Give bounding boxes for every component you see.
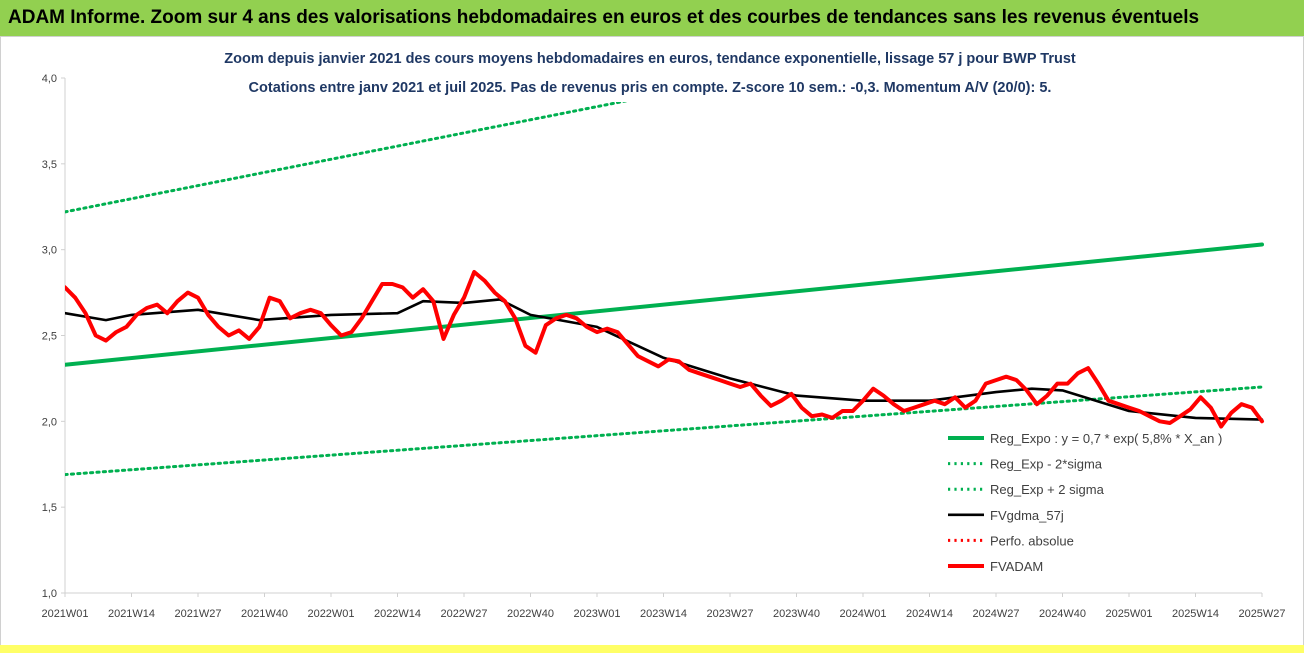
title-background xyxy=(215,44,1075,102)
series-line-3 xyxy=(65,298,1264,421)
x-tick-label: 2023W14 xyxy=(640,608,687,620)
chart-frame xyxy=(0,36,1304,653)
series-line-5 xyxy=(65,270,1264,429)
x-tick-label: 2021W01 xyxy=(41,608,88,620)
legend-label: FVgdma_57j xyxy=(990,508,1064,523)
legend: Reg_Expo : y = 0,7 * exp( 5,8% * X_an ) R… xyxy=(948,431,1222,574)
x-tick-label: 2021W40 xyxy=(241,608,288,620)
y-tick-label: 3,5 xyxy=(42,159,57,171)
page-title: ADAM Informe. Zoom sur 4 ans des valoris… xyxy=(0,0,1304,36)
legend-label: Reg_Expo : y = 0,7 * exp( 5,8% * X_an ) xyxy=(990,431,1222,446)
y-tick-label: 2,5 xyxy=(42,331,57,343)
x-tick-label: 2022W27 xyxy=(440,608,487,620)
x-tick-label: 2022W40 xyxy=(507,608,554,620)
x-tick-label: 2023W40 xyxy=(773,608,820,620)
x-tick-label: 2023W27 xyxy=(706,608,753,620)
y-tick-label: 1,0 xyxy=(42,588,57,600)
x-tick-label: 2024W14 xyxy=(906,608,953,620)
y-tick-label: 3,0 xyxy=(42,245,57,257)
x-tick-label: 2024W40 xyxy=(1039,608,1086,620)
legend-label: Reg_Exp - 2*sigma xyxy=(990,457,1103,472)
x-tick-label: 2024W27 xyxy=(972,608,1019,620)
legend-label: FVADAM xyxy=(990,559,1043,574)
series-lines xyxy=(65,64,1264,477)
series-line-1 xyxy=(65,385,1264,477)
x-axis-ticks: 2021W01 2021W14 2021W27 2021W40 2022W01 2022W… xyxy=(41,593,1286,620)
bottom-bar xyxy=(0,645,1304,653)
x-tick-label: 2024W01 xyxy=(839,608,886,620)
x-tick-label: 2025W14 xyxy=(1172,608,1219,620)
x-tick-label: 2021W14 xyxy=(108,608,155,620)
y-tick-label: 1,5 xyxy=(42,502,57,514)
chart-title-line-2: Cotations entre janv 2021 et juil 2025. … xyxy=(249,80,1052,96)
x-tick-label: 2023W01 xyxy=(573,608,620,620)
x-tick-label: 2025W01 xyxy=(1105,608,1152,620)
series-line-0 xyxy=(65,242,1264,367)
legend-label: Perfo. absolue xyxy=(990,533,1074,548)
x-tick-label: 2022W01 xyxy=(307,608,354,620)
x-tick-label: 2021W27 xyxy=(174,608,221,620)
legend-label: Reg_Exp + 2 sigma xyxy=(990,482,1105,497)
x-tick-label: 2022W14 xyxy=(374,608,421,620)
chart-title-line-1: Zoom depuis janvier 2021 des cours moyen… xyxy=(224,51,1076,67)
y-tick-label: 2,0 xyxy=(42,416,57,428)
y-tick-label: 4,0 xyxy=(42,73,57,85)
x-tick-label: 2025W27 xyxy=(1238,608,1285,620)
y-axis-ticks: 1,0 1,5 2,0 2,5 3,0 3,5 4,0 xyxy=(42,73,65,600)
series-line-2 xyxy=(65,64,821,214)
